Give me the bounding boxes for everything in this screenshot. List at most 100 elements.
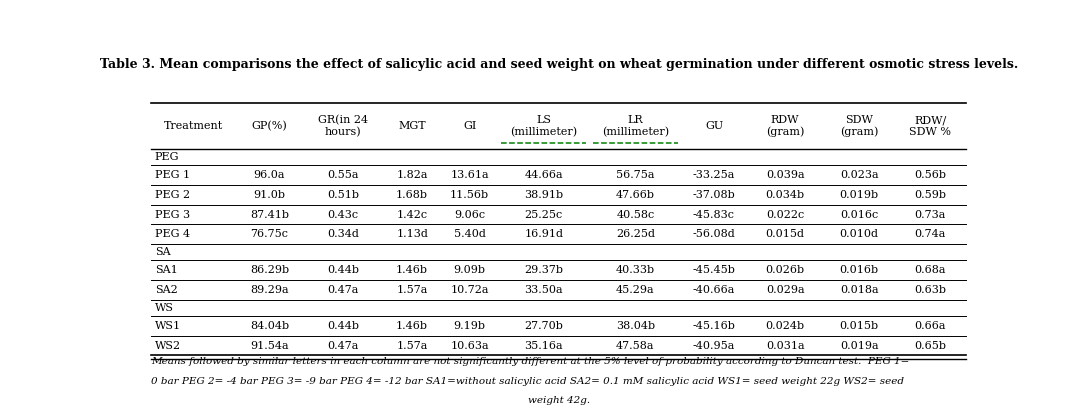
Text: 91.0b: 91.0b (253, 190, 286, 200)
Text: Means followed by similar letters in each column are not significantly different: Means followed by similar letters in eac… (152, 357, 910, 366)
Text: -33.25a: -33.25a (693, 170, 735, 180)
Text: 10.63a: 10.63a (450, 341, 489, 351)
Text: 0.029a: 0.029a (766, 285, 804, 295)
Text: 47.58a: 47.58a (616, 341, 655, 351)
Text: 0.73a: 0.73a (915, 210, 946, 219)
Text: weight 42g.: weight 42g. (528, 397, 590, 406)
Text: 38.91b: 38.91b (524, 190, 564, 200)
Text: 0.031a: 0.031a (766, 341, 804, 351)
Text: PEG 1: PEG 1 (155, 170, 190, 180)
Text: SDW
(gram): SDW (gram) (840, 115, 879, 137)
Text: 0.018a: 0.018a (839, 285, 879, 295)
Text: 0.016b: 0.016b (839, 265, 879, 275)
Text: Treatment: Treatment (164, 121, 223, 131)
Text: 0.65b: 0.65b (915, 341, 946, 351)
Text: 1.57a: 1.57a (397, 341, 428, 351)
Text: 87.41b: 87.41b (250, 210, 289, 219)
Text: LR
(millimeter): LR (millimeter) (602, 115, 669, 137)
Text: 0.015d: 0.015d (765, 229, 804, 239)
Text: 0.51b: 0.51b (327, 190, 359, 200)
Text: 1.82a: 1.82a (397, 170, 428, 180)
Text: GI: GI (463, 121, 476, 131)
Text: -45.83c: -45.83c (693, 210, 735, 219)
Text: 38.04b: 38.04b (616, 321, 655, 331)
Text: 33.50a: 33.50a (524, 285, 562, 295)
Text: 0.022c: 0.022c (766, 210, 804, 219)
Text: GP(%): GP(%) (252, 121, 288, 131)
Text: 0.024b: 0.024b (765, 321, 804, 331)
Text: 9.19b: 9.19b (453, 321, 486, 331)
Text: LS
(millimeter): LS (millimeter) (510, 115, 578, 137)
Text: 0.010d: 0.010d (839, 229, 879, 239)
Text: PEG 4: PEG 4 (155, 229, 190, 239)
Text: -45.45b: -45.45b (692, 265, 736, 275)
Text: PEG 2: PEG 2 (155, 190, 190, 200)
Text: 5.40d: 5.40d (453, 229, 486, 239)
Text: 0.68a: 0.68a (915, 265, 946, 275)
Text: -45.16b: -45.16b (692, 321, 736, 331)
Text: 0.59b: 0.59b (915, 190, 946, 200)
Text: 0.44b: 0.44b (327, 265, 359, 275)
Text: -40.95a: -40.95a (693, 341, 735, 351)
Text: -37.08b: -37.08b (692, 190, 736, 200)
Text: PEG 3: PEG 3 (155, 210, 190, 219)
Text: 0.43c: 0.43c (327, 210, 359, 219)
Text: 40.33b: 40.33b (616, 265, 655, 275)
Text: WS: WS (155, 303, 173, 313)
Text: 56.75a: 56.75a (616, 170, 655, 180)
Text: 76.75c: 76.75c (251, 229, 289, 239)
Text: 9.09b: 9.09b (453, 265, 486, 275)
Text: -56.08d: -56.08d (692, 229, 736, 239)
Text: 0.47a: 0.47a (327, 285, 359, 295)
Text: 91.54a: 91.54a (250, 341, 289, 351)
Text: 10.72a: 10.72a (450, 285, 489, 295)
Text: RDW/
SDW %: RDW/ SDW % (909, 115, 952, 137)
Text: 0.019b: 0.019b (839, 190, 879, 200)
Text: 0.019a: 0.019a (839, 341, 879, 351)
Text: 9.06c: 9.06c (455, 210, 485, 219)
Text: GU: GU (705, 121, 723, 131)
Text: 0.55a: 0.55a (327, 170, 359, 180)
Text: 86.29b: 86.29b (250, 265, 289, 275)
Text: 0.016c: 0.016c (840, 210, 879, 219)
Text: RDW
(gram): RDW (gram) (766, 115, 804, 137)
Text: 0.44b: 0.44b (327, 321, 359, 331)
Text: 89.29a: 89.29a (250, 285, 289, 295)
Text: 1.13d: 1.13d (396, 229, 428, 239)
Text: 0.015b: 0.015b (839, 321, 879, 331)
Text: SA1: SA1 (155, 265, 178, 275)
Text: 26.25d: 26.25d (616, 229, 655, 239)
Text: 1.46b: 1.46b (396, 265, 428, 275)
Text: 1.42c: 1.42c (397, 210, 427, 219)
Text: 13.61a: 13.61a (450, 170, 489, 180)
Text: 0.034b: 0.034b (765, 190, 804, 200)
Text: 0 bar PEG 2= -4 bar PEG 3= -9 bar PEG 4= -12 bar SA1=without salicylic acid SA2=: 0 bar PEG 2= -4 bar PEG 3= -9 bar PEG 4=… (152, 377, 905, 386)
Text: 0.023a: 0.023a (839, 170, 879, 180)
Text: 0.63b: 0.63b (915, 285, 946, 295)
Text: PEG: PEG (155, 152, 180, 162)
Text: 35.16a: 35.16a (524, 341, 562, 351)
Text: 0.026b: 0.026b (765, 265, 804, 275)
Text: SA2: SA2 (155, 285, 178, 295)
Text: 0.66a: 0.66a (915, 321, 946, 331)
Text: MGT: MGT (398, 121, 426, 131)
Text: 25.25c: 25.25c (524, 210, 562, 219)
Text: 16.91d: 16.91d (524, 229, 564, 239)
Text: 27.70b: 27.70b (524, 321, 564, 331)
Text: 0.47a: 0.47a (327, 341, 359, 351)
Text: WS1: WS1 (155, 321, 181, 331)
Text: 29.37b: 29.37b (524, 265, 564, 275)
Text: 0.74a: 0.74a (915, 229, 946, 239)
Text: -40.66a: -40.66a (693, 285, 735, 295)
Text: 96.0a: 96.0a (254, 170, 286, 180)
Text: 0.039a: 0.039a (766, 170, 804, 180)
Text: 0.34d: 0.34d (327, 229, 359, 239)
Text: 47.66b: 47.66b (616, 190, 655, 200)
Text: 1.68b: 1.68b (396, 190, 428, 200)
Text: 45.29a: 45.29a (616, 285, 655, 295)
Text: 1.57a: 1.57a (397, 285, 428, 295)
Text: 0.56b: 0.56b (915, 170, 946, 180)
Text: 40.58c: 40.58c (616, 210, 654, 219)
Text: 84.04b: 84.04b (250, 321, 289, 331)
Text: 1.46b: 1.46b (396, 321, 428, 331)
